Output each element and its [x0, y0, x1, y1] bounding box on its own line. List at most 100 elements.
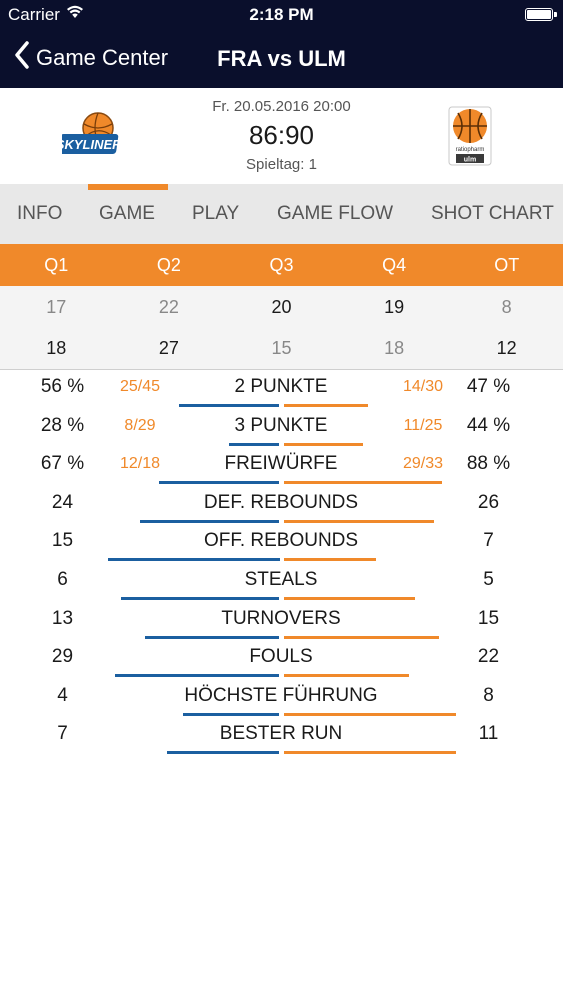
away-stat-value: 7: [483, 530, 494, 552]
away-quarter-score: 15: [271, 338, 292, 358]
away-quarter-score: 27: [158, 338, 179, 358]
home-quarter-scores-row: 17 22 20 19 8: [0, 286, 563, 329]
away-stat-bar: [283, 404, 369, 407]
wifi-icon: [66, 5, 84, 24]
tab-game-flow[interactable]: GAME FLOW: [277, 203, 394, 224]
away-stat-value: 5: [483, 569, 494, 590]
svg-text:SKYLINERS: SKYLINERS: [62, 137, 124, 152]
away-quarter-score: 18: [384, 338, 405, 358]
away-stat-attempts: 14/30: [402, 378, 444, 395]
away-stat-value: 8: [483, 684, 494, 706]
quarter-header: Q4: [382, 255, 407, 275]
away-stat-value: 15: [477, 607, 500, 629]
carrier-label: Carrier: [8, 5, 60, 24]
away-quarter-score: 18: [46, 338, 67, 358]
away-team-logo[interactable]: ratiopharm ulm: [448, 106, 492, 166]
home-stat-bar: [166, 751, 280, 755]
stat-label: 2 PUNKTE: [234, 376, 328, 397]
home-stat-value: 67 %: [40, 453, 85, 475]
away-stat-value: 11: [478, 723, 499, 745]
home-quarter-score: 20: [271, 297, 292, 317]
away-stat-bar: [283, 519, 435, 523]
home-stat-value: 13: [51, 607, 74, 629]
stat-row: 56 % 25/45 2 PUNKTE 14/30 47 %: [0, 370, 563, 408]
stat-row: 15 OFF. REBOUNDS 7: [0, 524, 563, 562]
quarter-header: OT: [494, 255, 520, 275]
home-stat-value: 4: [57, 684, 68, 706]
chevron-left-icon: [14, 41, 30, 75]
stat-row: 7 BESTER RUN 11: [0, 717, 563, 755]
home-team-logo[interactable]: SKYLINERS: [56, 110, 131, 160]
stat-label: OFF. REBOUNDS: [203, 530, 359, 552]
home-stat-bar: [178, 404, 280, 407]
svg-text:ulm: ulm: [464, 157, 476, 164]
clock: 2:18 PM: [249, 5, 314, 24]
home-stat-value: 24: [51, 491, 74, 513]
home-stat-bar: [140, 519, 280, 523]
stat-label: TURNOVERS: [221, 607, 341, 629]
tab-bar: INFO GAME PLAY GAME FLOW SHOT CHART: [0, 184, 563, 244]
tab-play[interactable]: PLAY: [192, 203, 240, 224]
active-tab-indicator: [88, 184, 168, 190]
home-stat-bar: [121, 597, 280, 600]
home-stat-value: 7: [57, 723, 68, 745]
away-stat-bar: [283, 712, 456, 716]
stat-label: FOULS: [249, 646, 313, 668]
game-matchday: Spieltag: 1: [246, 156, 317, 173]
quarter-header: Q3: [269, 255, 294, 275]
away-quarter-scores-row: 18 27 15 18 12: [0, 327, 563, 370]
home-stat-bar: [144, 635, 280, 639]
stat-label: BESTER RUN: [219, 723, 343, 745]
home-stat-attempts: 12/18: [119, 455, 161, 473]
home-stat-attempts: 25/45: [119, 378, 161, 395]
stat-label: 3 PUNKTE: [234, 414, 328, 436]
quarter-header-row: Q1 Q2 Q3 Q4 OT: [0, 244, 563, 286]
away-stat-bar: [283, 558, 376, 562]
back-button-label: Game Center: [36, 45, 169, 70]
home-stat-bar: [107, 558, 280, 562]
away-stat-bar: [283, 442, 363, 446]
home-stat-bar: [182, 712, 280, 716]
home-quarter-score: 17: [46, 297, 67, 317]
game-score: 86:90: [248, 120, 315, 150]
home-stat-value: 56 %: [40, 376, 85, 397]
home-quarter-score: 19: [384, 297, 405, 317]
home-stat-value: 29: [51, 646, 74, 668]
page-title: FRA vs ULM: [217, 46, 346, 71]
tab-shot-chart[interactable]: SHOT CHART: [431, 203, 554, 224]
status-bar: Carrier 2:18 PM: [0, 0, 563, 30]
home-quarter-score: 8: [501, 297, 512, 317]
home-stat-value: 15: [51, 530, 74, 552]
home-stat-attempts: 8/29: [124, 416, 156, 434]
stat-label: DEF. REBOUNDS: [203, 491, 359, 513]
away-stat-bar: [283, 674, 409, 678]
stat-row: 67 % 12/18 FREIWÜRFE 29/33 88 %: [0, 447, 563, 485]
stat-row: 28 % 8/29 3 PUNKTE 11/25 44 %: [0, 409, 563, 447]
stat-row: 4 HÖCHSTE FÜHRUNG 8: [0, 679, 563, 717]
stat-row: 29 FOULS 22: [0, 640, 563, 678]
stat-label: STEALS: [244, 569, 318, 590]
quarter-header: Q2: [156, 255, 181, 275]
quarter-header: Q1: [44, 255, 69, 275]
navigation-bar: Game Center FRA vs ULM: [0, 30, 563, 88]
away-stat-value: 26: [477, 491, 500, 513]
tab-game[interactable]: GAME: [99, 203, 155, 224]
stat-row: 24 DEF. REBOUNDS 26: [0, 486, 563, 524]
away-stat-bar: [283, 481, 442, 485]
tab-info[interactable]: INFO: [17, 203, 63, 224]
svg-text:ratiopharm: ratiopharm: [456, 147, 485, 153]
back-button[interactable]: Game Center: [14, 40, 168, 76]
stat-row: 6 STEALS 5: [0, 563, 563, 601]
home-stat-value: 6: [57, 569, 68, 590]
away-quarter-score: 12: [496, 338, 517, 358]
away-stat-value: 44 %: [466, 414, 511, 436]
stat-row: 13 TURNOVERS 15: [0, 602, 563, 640]
home-quarter-score: 22: [158, 297, 179, 317]
game-date: Fr. 20.05.2016 20:00: [212, 98, 351, 115]
stat-label: HÖCHSTE FÜHRUNG: [184, 684, 378, 706]
away-stat-value: 47 %: [466, 376, 511, 397]
stat-label: FREIWÜRFE: [224, 453, 338, 475]
away-stat-attempts: 11/25: [403, 416, 443, 434]
home-stat-bar: [114, 674, 280, 678]
away-stat-value: 88 %: [466, 453, 511, 475]
